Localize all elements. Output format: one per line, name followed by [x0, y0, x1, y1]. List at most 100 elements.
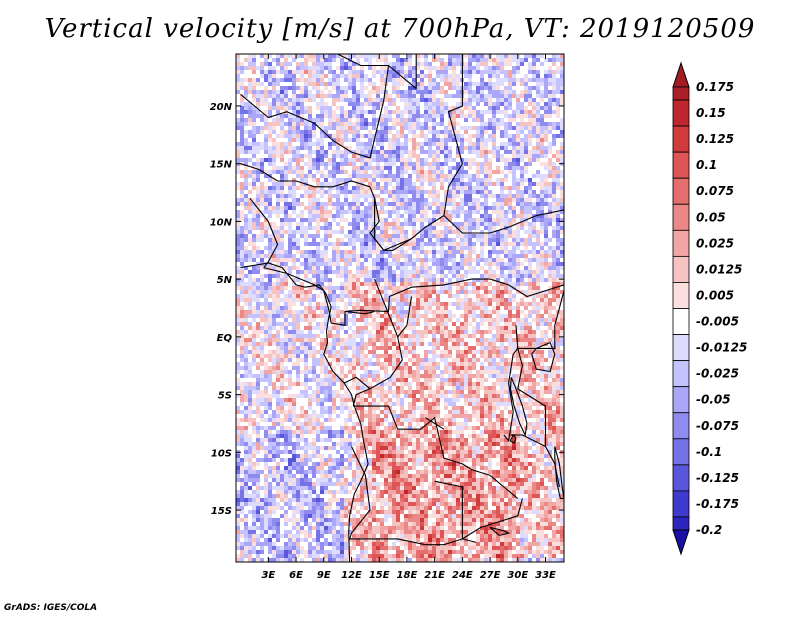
field-cell — [236, 174, 240, 178]
field-cell — [256, 158, 260, 162]
field-cell — [516, 106, 520, 110]
field-cell — [444, 214, 448, 218]
field-cell — [500, 90, 504, 94]
field-cell — [484, 166, 488, 170]
field-cell — [376, 294, 380, 298]
field-cell — [516, 166, 520, 170]
field-cell — [404, 294, 408, 298]
field-cell — [476, 150, 480, 154]
field-cell — [360, 262, 364, 266]
field-cell — [456, 54, 460, 58]
field-cell — [344, 286, 348, 290]
field-cell — [528, 90, 532, 94]
field-cell — [488, 146, 492, 150]
field-cell — [500, 234, 504, 238]
field-cell — [280, 66, 284, 70]
field-cell — [412, 194, 416, 198]
field-cell — [528, 150, 532, 154]
field-cell — [468, 174, 472, 178]
field-cell — [364, 134, 368, 138]
field-cell — [452, 290, 456, 294]
field-cell — [456, 254, 460, 258]
field-cell — [528, 98, 532, 102]
field-cell — [388, 146, 392, 150]
field-cell — [392, 266, 396, 270]
field-cell — [296, 118, 300, 122]
field-cell — [352, 182, 356, 186]
field-cell — [524, 70, 528, 74]
field-cell — [472, 194, 476, 198]
field-cell — [548, 230, 552, 234]
field-cell — [480, 178, 484, 182]
field-cell — [472, 134, 476, 138]
field-cell — [524, 62, 528, 66]
field-cell — [292, 194, 296, 198]
field-cell — [472, 250, 476, 254]
field-cell — [492, 146, 496, 150]
field-cell — [352, 266, 356, 270]
field-cell — [252, 214, 256, 218]
field-cell — [464, 254, 468, 258]
field-cell — [352, 170, 356, 174]
field-cell — [416, 62, 420, 66]
field-cell — [524, 202, 528, 206]
field-cell — [492, 170, 496, 174]
field-cell — [328, 254, 332, 258]
field-cell — [328, 82, 332, 86]
field-cell — [560, 186, 564, 190]
field-cell — [320, 202, 324, 206]
field-cell — [368, 62, 372, 66]
field-cell — [496, 98, 500, 102]
field-cell — [296, 158, 300, 162]
field-cell — [288, 206, 292, 210]
field-cell — [428, 174, 432, 178]
field-cell — [380, 82, 384, 86]
field-cell — [292, 174, 296, 178]
field-cell — [332, 242, 336, 246]
field-cell — [364, 66, 368, 70]
field-cell — [396, 78, 400, 82]
field-cell — [276, 158, 280, 162]
field-cell — [288, 94, 292, 98]
field-cell — [332, 238, 336, 242]
field-cell — [384, 138, 388, 142]
field-cell — [336, 70, 340, 74]
field-cell — [312, 138, 316, 142]
field-cell — [344, 278, 348, 282]
field-cell — [332, 90, 336, 94]
field-cell — [404, 82, 408, 86]
field-cell — [428, 102, 432, 106]
field-cell — [264, 234, 268, 238]
field-cell — [400, 226, 404, 230]
field-cell — [412, 254, 416, 258]
field-cell — [464, 202, 468, 206]
field-cell — [396, 54, 400, 58]
field-cell — [252, 178, 256, 182]
field-cell — [296, 186, 300, 190]
field-cell — [412, 242, 416, 246]
field-cell — [464, 226, 468, 230]
field-cell — [296, 274, 300, 278]
field-cell — [276, 178, 280, 182]
field-cell — [468, 230, 472, 234]
field-cell — [392, 278, 396, 282]
field-cell — [264, 194, 268, 198]
field-cell — [556, 86, 560, 90]
field-cell — [500, 142, 504, 146]
field-cell — [536, 258, 540, 262]
field-cell — [420, 154, 424, 158]
field-cell — [356, 90, 360, 94]
field-cell — [536, 150, 540, 154]
field-cell — [240, 226, 244, 230]
field-cell — [468, 198, 472, 202]
field-cell — [476, 114, 480, 118]
field-cell — [500, 86, 504, 90]
field-cell — [368, 202, 372, 206]
field-cell — [320, 222, 324, 226]
field-cell — [416, 186, 420, 190]
field-cell — [328, 206, 332, 210]
field-cell — [536, 286, 540, 290]
field-cell — [308, 238, 312, 242]
field-cell — [244, 194, 248, 198]
field-cell — [444, 286, 448, 290]
